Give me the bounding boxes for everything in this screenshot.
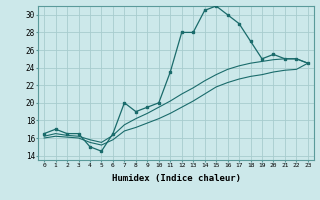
X-axis label: Humidex (Indice chaleur): Humidex (Indice chaleur) (111, 174, 241, 183)
